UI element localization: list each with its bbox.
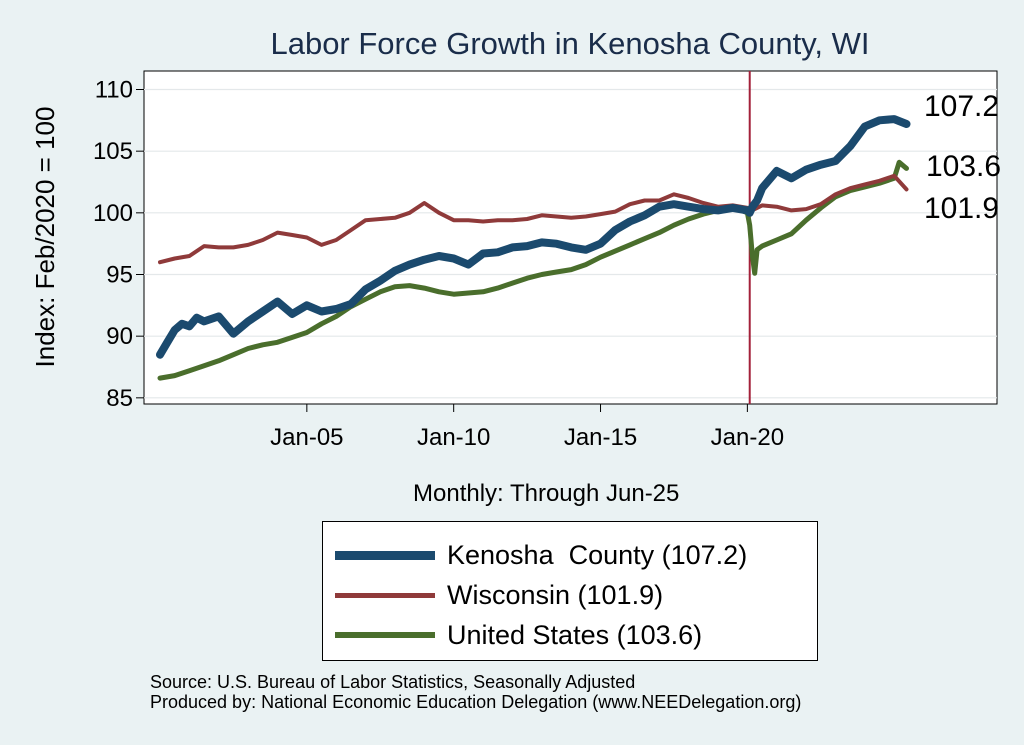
y-tick-label: 85 (106, 385, 133, 412)
legend-label-wisconsin: Wisconsin (101.9) (447, 579, 664, 610)
y-tick-label: 105 (93, 138, 133, 165)
y-axis: 85 90 95 100 105 110 (93, 77, 144, 412)
x-tick-label: Jan-05 (270, 424, 343, 451)
series-line-kenosha (156, 115, 911, 359)
producer-line: Produced by: National Economic Education… (150, 692, 802, 712)
y-axis-title: Index: Feb/2020 = 100 (30, 107, 60, 368)
source-note: Source: U.S. Bureau of Labor Statistics,… (150, 672, 801, 712)
x-tick-label: Jan-10 (417, 424, 490, 451)
series-line-wisconsin (158, 173, 909, 265)
grid-lines (144, 88, 997, 399)
x-tick-label: Jan-15 (564, 424, 637, 451)
x-tick-label: Jan-20 (711, 424, 784, 451)
source-line: Source: U.S. Bureau of Labor Statistics,… (150, 672, 636, 692)
end-label-united-states: 103.6 (926, 150, 1001, 183)
plot-area (143, 70, 998, 405)
y-tick-label: 95 (106, 262, 133, 289)
legend-item-wisconsin: Wisconsin (101.9) (335, 575, 663, 615)
x-axis: Jan-05 Jan-10 Jan-15 Jan-20 (270, 404, 784, 451)
legend-label-kenosha: Kenosha County (107.2) (447, 539, 748, 570)
end-label-kenosha: 107.2 (924, 90, 999, 123)
legend-label-united-states: United States (103.6) (447, 619, 703, 650)
y-tick-label: 90 (106, 323, 133, 350)
end-label-wisconsin: 101.9 (924, 192, 999, 225)
legend-swatch-united-states (335, 632, 435, 638)
series-lines (156, 115, 911, 381)
series-line-united-states (157, 159, 909, 381)
x-axis-title: Monthly: Through Jun-25 (413, 480, 680, 507)
legend-item-united-states: United States (103.6) (335, 615, 702, 655)
y-tick-label: 100 (93, 200, 133, 227)
legend-swatch-wisconsin (335, 592, 435, 598)
legend: Kenosha County (107.2) Wisconsin (101.9)… (322, 521, 818, 661)
end-labels: 107.2 101.9 103.6 (924, 90, 1001, 225)
legend-item-kenosha: Kenosha County (107.2) (335, 535, 747, 575)
chart-title: Labor Force Growth in Kenosha County, WI (270, 26, 870, 61)
legend-swatch-kenosha (335, 550, 435, 560)
y-tick-label: 110 (95, 77, 133, 104)
